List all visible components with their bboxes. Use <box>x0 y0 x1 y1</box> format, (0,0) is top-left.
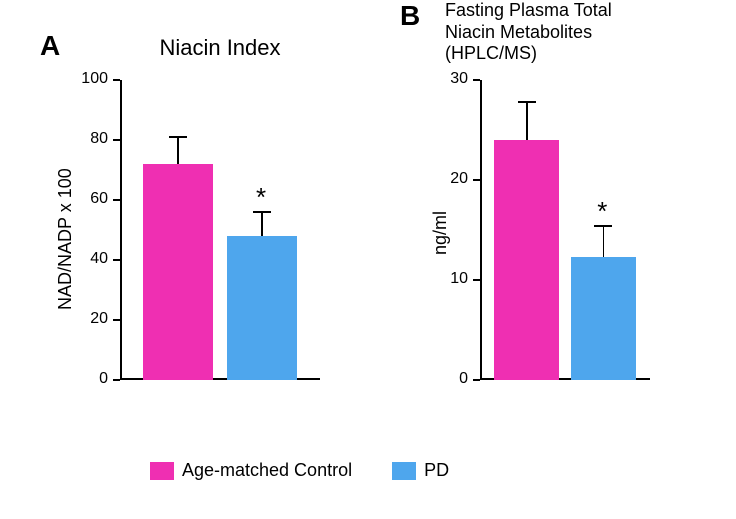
bar <box>494 140 559 380</box>
y-tick-label: 20 <box>70 310 108 328</box>
errorbar <box>177 137 179 164</box>
significance-mark: * <box>256 182 266 213</box>
y-tick-label: 100 <box>70 70 108 88</box>
legend-swatch <box>150 462 174 480</box>
y-axis <box>480 80 482 380</box>
legend-label: PD <box>424 460 449 481</box>
panel-B-label: B <box>400 0 420 32</box>
y-tick-label: 0 <box>70 370 108 388</box>
y-tick <box>473 79 480 81</box>
y-tick <box>473 379 480 381</box>
y-tick <box>113 139 120 141</box>
y-tick <box>473 179 480 181</box>
legend-label: Age-matched Control <box>182 460 352 481</box>
bar <box>143 164 213 380</box>
y-tick-label: 80 <box>70 130 108 148</box>
legend-item: PD <box>392 460 449 481</box>
bar <box>227 236 297 380</box>
bar <box>571 257 636 380</box>
errorbar <box>261 212 263 236</box>
panel-A-plot: 020406080100* <box>120 80 320 380</box>
errorbar <box>603 226 605 257</box>
y-tick <box>113 259 120 261</box>
significance-mark: * <box>597 196 607 227</box>
panel-A-ylabel: NAD/NADP x 100 <box>55 168 76 310</box>
legend-swatch <box>392 462 416 480</box>
y-tick-label: 0 <box>430 370 468 388</box>
y-tick <box>113 319 120 321</box>
figure: A Niacin Index 020406080100* NAD/NADP x … <box>0 0 736 519</box>
panel-A-label: A <box>40 30 60 62</box>
panel-B-title: Fasting Plasma TotalNiacin Metabolites(H… <box>445 0 705 65</box>
y-tick <box>473 279 480 281</box>
legend: Age-matched Control PD <box>150 460 449 481</box>
y-axis <box>120 80 122 380</box>
panel-B-plot: 0102030* <box>480 80 650 380</box>
errorbar-cap <box>169 136 187 138</box>
errorbar <box>526 102 528 140</box>
panel-B-ylabel: ng/ml <box>430 211 451 255</box>
legend-item: Age-matched Control <box>150 460 352 481</box>
y-tick <box>113 199 120 201</box>
errorbar-cap <box>518 101 536 103</box>
y-tick <box>113 79 120 81</box>
y-tick-label: 30 <box>430 70 468 88</box>
y-tick-label: 10 <box>430 270 468 288</box>
y-tick <box>113 379 120 381</box>
panel-A-title: Niacin Index <box>120 35 320 61</box>
y-tick-label: 20 <box>430 170 468 188</box>
